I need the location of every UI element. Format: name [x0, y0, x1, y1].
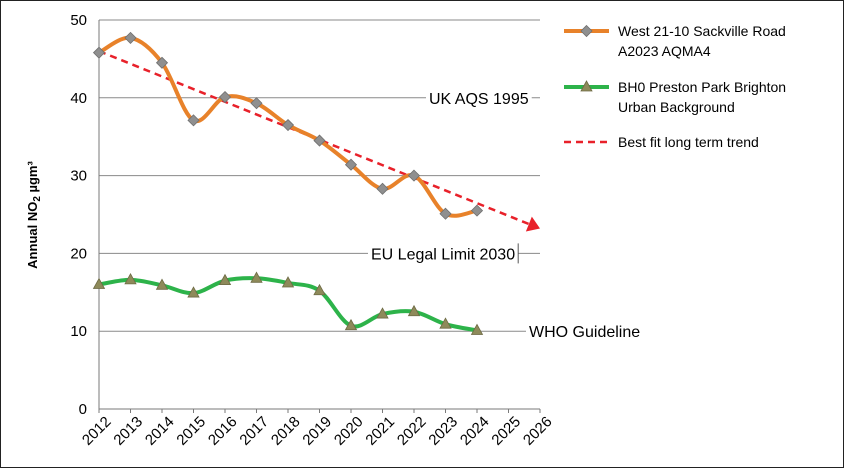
series-1-point: [344, 158, 358, 171]
legend-label-trend: Best fit long term trend: [618, 134, 759, 150]
ref-label-background: [368, 245, 519, 265]
x-tick-label: 2021: [362, 413, 398, 449]
axes: [98, 20, 540, 410]
series-1-point: [124, 31, 137, 44]
series-1-point: [376, 182, 389, 195]
series-group: [92, 31, 484, 335]
y-tick-label: 30: [70, 168, 87, 185]
series-1-point: [250, 97, 263, 110]
x-tick-label: 2017: [236, 413, 272, 449]
series-1-point: [470, 204, 484, 217]
series-2-point: [407, 304, 421, 317]
ref-label-eu-legal-limit-2030: EU Legal Limit 2030: [371, 246, 515, 263]
y-tick-label: 40: [70, 90, 87, 107]
y-tick-labels: 0 10 20 30 40 50: [70, 12, 87, 418]
x-tick-label: 2014: [142, 413, 178, 449]
x-tick-label: 2015: [173, 413, 209, 449]
y-tick-label: 0: [79, 401, 87, 418]
x-tick-label: 2020: [331, 413, 367, 449]
legend-label-1: West 21-10 Sackville Road: [618, 23, 786, 39]
legend-marker-2: [580, 80, 593, 92]
ref-label-background: [526, 323, 644, 343]
series-1-point: [92, 46, 106, 59]
x-tick-label: 2016: [205, 413, 241, 449]
x-tick-label: 2012: [79, 413, 115, 449]
y-tick-label: 20: [70, 245, 87, 262]
series-2-point: [250, 271, 263, 283]
trend-arrowhead: [525, 216, 540, 232]
legend-label-2: BH0 Preston Park Brighton: [618, 79, 786, 95]
series-2-point: [470, 323, 484, 335]
legend-marker-1: [580, 24, 593, 38]
series-1-point: [218, 90, 232, 104]
series-1: [92, 31, 484, 220]
series-1-point: [439, 207, 452, 220]
x-tick-label: 2026: [520, 413, 556, 449]
x-tick-label: 2013: [110, 413, 146, 449]
y-axis-label: Annual NO2 µgm³: [25, 160, 43, 268]
x-tick-label: 2024: [457, 413, 493, 449]
legend-label-2: Urban Background: [618, 99, 735, 115]
series-2-point: [313, 283, 326, 296]
series-1-point: [313, 134, 326, 147]
series-2-point: [124, 273, 137, 285]
legend: West 21-10 Sackville Road A2023 AQMA4 BH0 …: [564, 23, 786, 150]
x-tick-label: 2025: [488, 413, 524, 449]
x-tick-label: 2023: [425, 413, 461, 449]
ref-label-uk-aqs-1995: UK AQS 1995: [429, 91, 529, 108]
ref-label-who-guideline: WHO Guideline: [529, 324, 640, 341]
x-tick-labels: 2012201320142015201620172018201920202021…: [79, 409, 556, 449]
y-tick-label: 50: [70, 12, 87, 29]
series-2-point: [218, 273, 232, 286]
series-2-point: [439, 317, 452, 329]
series-2-point: [344, 318, 358, 331]
series-1-point: [281, 118, 295, 132]
y-tick-label: 10: [70, 323, 87, 340]
series-2-point: [92, 277, 106, 289]
x-tick-label: 2022: [394, 413, 430, 449]
series-2-point: [155, 278, 169, 290]
series-1-point: [155, 56, 169, 69]
series-2-point: [281, 276, 295, 288]
legend-label-1: A2023 AQMA4: [618, 43, 711, 59]
series-1-point: [187, 114, 200, 127]
x-tick-label: 2019: [299, 413, 335, 449]
reference-lines: UK AQS 1995 EU Legal Limit 2030 WHO Guidel…: [368, 89, 644, 343]
series-2: [92, 271, 484, 335]
x-tick-label: 2018: [268, 413, 304, 449]
series-1-point: [407, 169, 421, 182]
series-2-point: [187, 286, 200, 298]
ref-label-background: [426, 89, 532, 109]
series-2-point: [376, 307, 389, 319]
